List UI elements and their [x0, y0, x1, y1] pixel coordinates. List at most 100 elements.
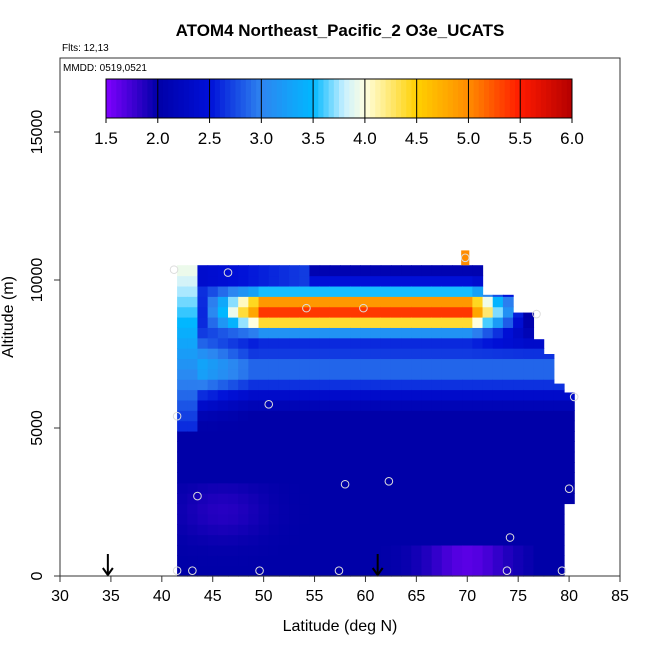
heatmap-cell [380, 379, 392, 391]
heatmap-cell [533, 493, 545, 505]
heatmap-cell [553, 493, 565, 505]
colorbar-segment [126, 79, 133, 118]
colorbar-segment [530, 79, 537, 118]
heatmap-cell [452, 275, 463, 287]
heatmap-cell [370, 503, 382, 515]
heatmap-cell [543, 555, 555, 567]
colorbar-segment [297, 79, 304, 118]
colorbar-tick-label: 5.0 [457, 129, 481, 148]
heatmap-cell [431, 275, 443, 287]
heatmap-cell [309, 544, 321, 556]
heatmap-cell [380, 296, 392, 308]
heatmap-cell [329, 368, 341, 380]
heatmap-cell [452, 317, 463, 328]
heatmap-cell [248, 265, 260, 277]
heatmap-cell [350, 306, 361, 318]
heatmap-cell [513, 348, 524, 360]
heatmap-cell [492, 430, 504, 442]
heatmap-cell [421, 534, 433, 546]
heatmap-cell [431, 410, 443, 422]
heatmap-cell [452, 358, 463, 370]
heatmap-cell [340, 565, 351, 577]
heatmap-cell [248, 337, 260, 349]
heatmap-cell [238, 296, 249, 308]
heatmap-cell [289, 327, 300, 339]
colorbar-segment [230, 79, 236, 118]
heatmap-cell [543, 544, 555, 556]
heatmap-cell [482, 462, 494, 473]
heatmap-cell [502, 441, 514, 453]
heatmap-cell [289, 513, 300, 525]
colorbar-segment [199, 79, 205, 118]
heatmap-cell [564, 420, 575, 432]
heatmap-cell [360, 472, 372, 484]
heatmap-cell [390, 555, 402, 567]
heatmap-cell [278, 389, 290, 401]
heatmap-cell [258, 441, 270, 453]
heatmap-cell [431, 358, 443, 370]
heatmap-cell [523, 544, 535, 556]
heatmap-cell [278, 337, 290, 349]
colorbar-segment [525, 79, 531, 118]
heatmap-cell [340, 337, 351, 349]
heatmap-cell [380, 368, 392, 380]
heatmap-cell [370, 358, 382, 370]
heatmap-cell [390, 493, 402, 505]
heatmap-cell [258, 462, 270, 473]
heatmap-cell [411, 524, 423, 536]
heatmap-cell [431, 565, 443, 577]
heatmap-cell [380, 472, 392, 484]
heatmap-cell [502, 410, 514, 422]
heatmap-cell [258, 296, 270, 308]
heatmap-cell [462, 513, 473, 525]
heatmap-cell [452, 451, 463, 463]
heatmap-cell [390, 285, 402, 297]
heatmap-cell [238, 503, 249, 515]
colorbar-segment [147, 79, 153, 118]
heatmap-cell [380, 410, 392, 422]
heatmap-cell [441, 358, 453, 370]
heatmap-cell [197, 379, 209, 391]
heatmap-cell [452, 348, 463, 360]
heatmap-cell [319, 327, 331, 339]
heatmap-cell [350, 265, 361, 277]
colorbar-segment [427, 79, 433, 118]
heatmap-cell [207, 410, 219, 422]
heatmap-cell [462, 379, 473, 391]
heatmap-cell [309, 306, 321, 318]
heatmap-cell [309, 472, 321, 484]
heatmap-cell [350, 410, 361, 422]
plot-frame [59, 57, 621, 577]
heatmap-cell [207, 555, 219, 567]
heatmap-cell [502, 513, 514, 525]
heatmap-cell [268, 482, 280, 494]
heatmap-cell [309, 265, 321, 277]
heatmap-cell [187, 410, 199, 422]
heatmap-cell [452, 285, 463, 297]
heatmap-cell [207, 430, 219, 442]
heatmap-cell [248, 493, 260, 505]
heatmap-cell [228, 441, 239, 453]
heatmap-cell [482, 524, 494, 536]
heatmap-cell [238, 348, 249, 360]
heatmap-cell [360, 296, 372, 308]
heatmap-cell [319, 358, 331, 370]
heatmap-cell [207, 451, 219, 463]
heatmap-cell [533, 513, 545, 525]
heatmap-cell [268, 337, 280, 349]
heatmap-cell [390, 420, 402, 432]
heatmap-cell [278, 296, 290, 308]
heatmap-cell [228, 472, 239, 484]
heatmap-cell [370, 285, 382, 297]
heatmap-cell [197, 534, 209, 546]
colorbar-segment [411, 79, 418, 118]
heatmap-cell [390, 430, 402, 442]
heatmap-cell [217, 430, 229, 442]
heatmap-cell [513, 379, 524, 391]
heatmap-cell [309, 503, 321, 515]
heatmap-cell [248, 275, 260, 287]
heatmap-cell [533, 544, 545, 556]
heatmap-cell [553, 420, 565, 432]
heatmap-cell [177, 275, 188, 287]
heatmap-cell [258, 317, 270, 328]
